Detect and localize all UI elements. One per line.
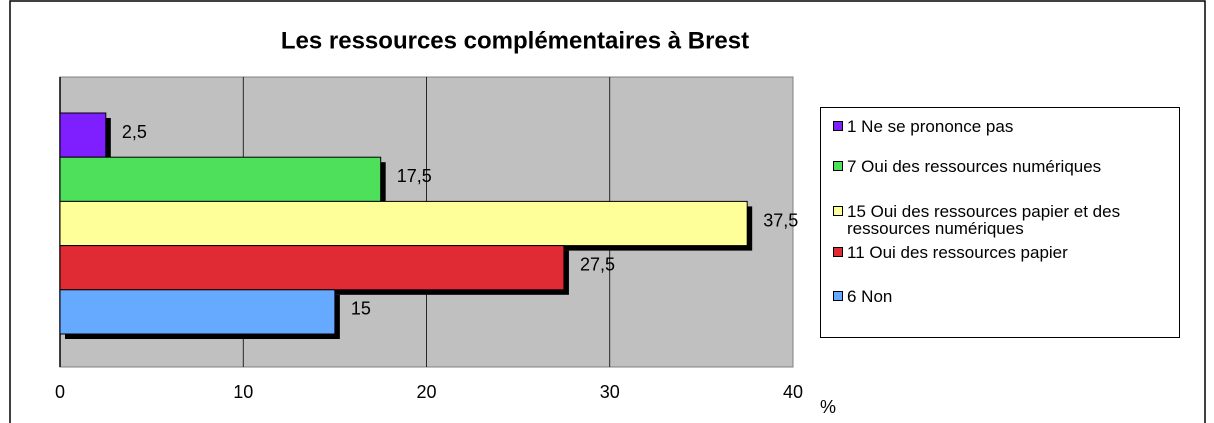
- x-tick-label: 0: [55, 382, 65, 402]
- legend-label: 7 Oui des ressources numériques: [847, 157, 1102, 176]
- legend: 1 Ne se prononce pas 7 Oui des ressources…: [820, 107, 1180, 338]
- legend-label: 15 Oui des ressources papier et des ress…: [847, 202, 1121, 238]
- legend-entry: 6 Non: [833, 288, 1168, 305]
- bar: [59, 289, 336, 335]
- data-label: 2,5: [122, 122, 147, 142]
- legend-label: 1 Ne se prononce pas: [847, 117, 1014, 136]
- x-tick-label: 10: [233, 382, 253, 402]
- chart-title: Les ressources complémentaires à Brest: [281, 27, 749, 54]
- data-label: 27,5: [580, 254, 615, 274]
- legend-entry: 7 Oui des ressources numériques: [833, 158, 1168, 175]
- legend-entry: 15 Oui des ressources papier et des ress…: [833, 203, 1168, 237]
- legend-swatch: [833, 206, 843, 216]
- legend-swatch: [833, 247, 843, 257]
- legend-swatch: [833, 291, 843, 301]
- legend-entry: 11 Oui des ressources papier: [833, 244, 1168, 261]
- x-tick-label: 40: [783, 382, 803, 402]
- chart-frame: [9, 0, 1206, 423]
- x-tick-label: 20: [416, 382, 436, 402]
- bar: [59, 156, 382, 202]
- x-tick-label: 30: [600, 382, 620, 402]
- bar: [59, 245, 565, 291]
- legend-swatch: [833, 121, 843, 131]
- legend-entry: 1 Ne se prononce pas: [833, 118, 1168, 135]
- legend-label: 6 Non: [847, 287, 893, 306]
- data-label: 15: [351, 299, 371, 319]
- legend-label: 11 Oui des ressources papier: [847, 243, 1068, 262]
- legend-swatch: [833, 161, 843, 171]
- data-label: 17,5: [397, 166, 432, 186]
- x-axis-label: %: [820, 397, 836, 417]
- data-label: 37,5: [763, 210, 798, 230]
- bar: [59, 112, 107, 158]
- bar: [59, 200, 748, 247]
